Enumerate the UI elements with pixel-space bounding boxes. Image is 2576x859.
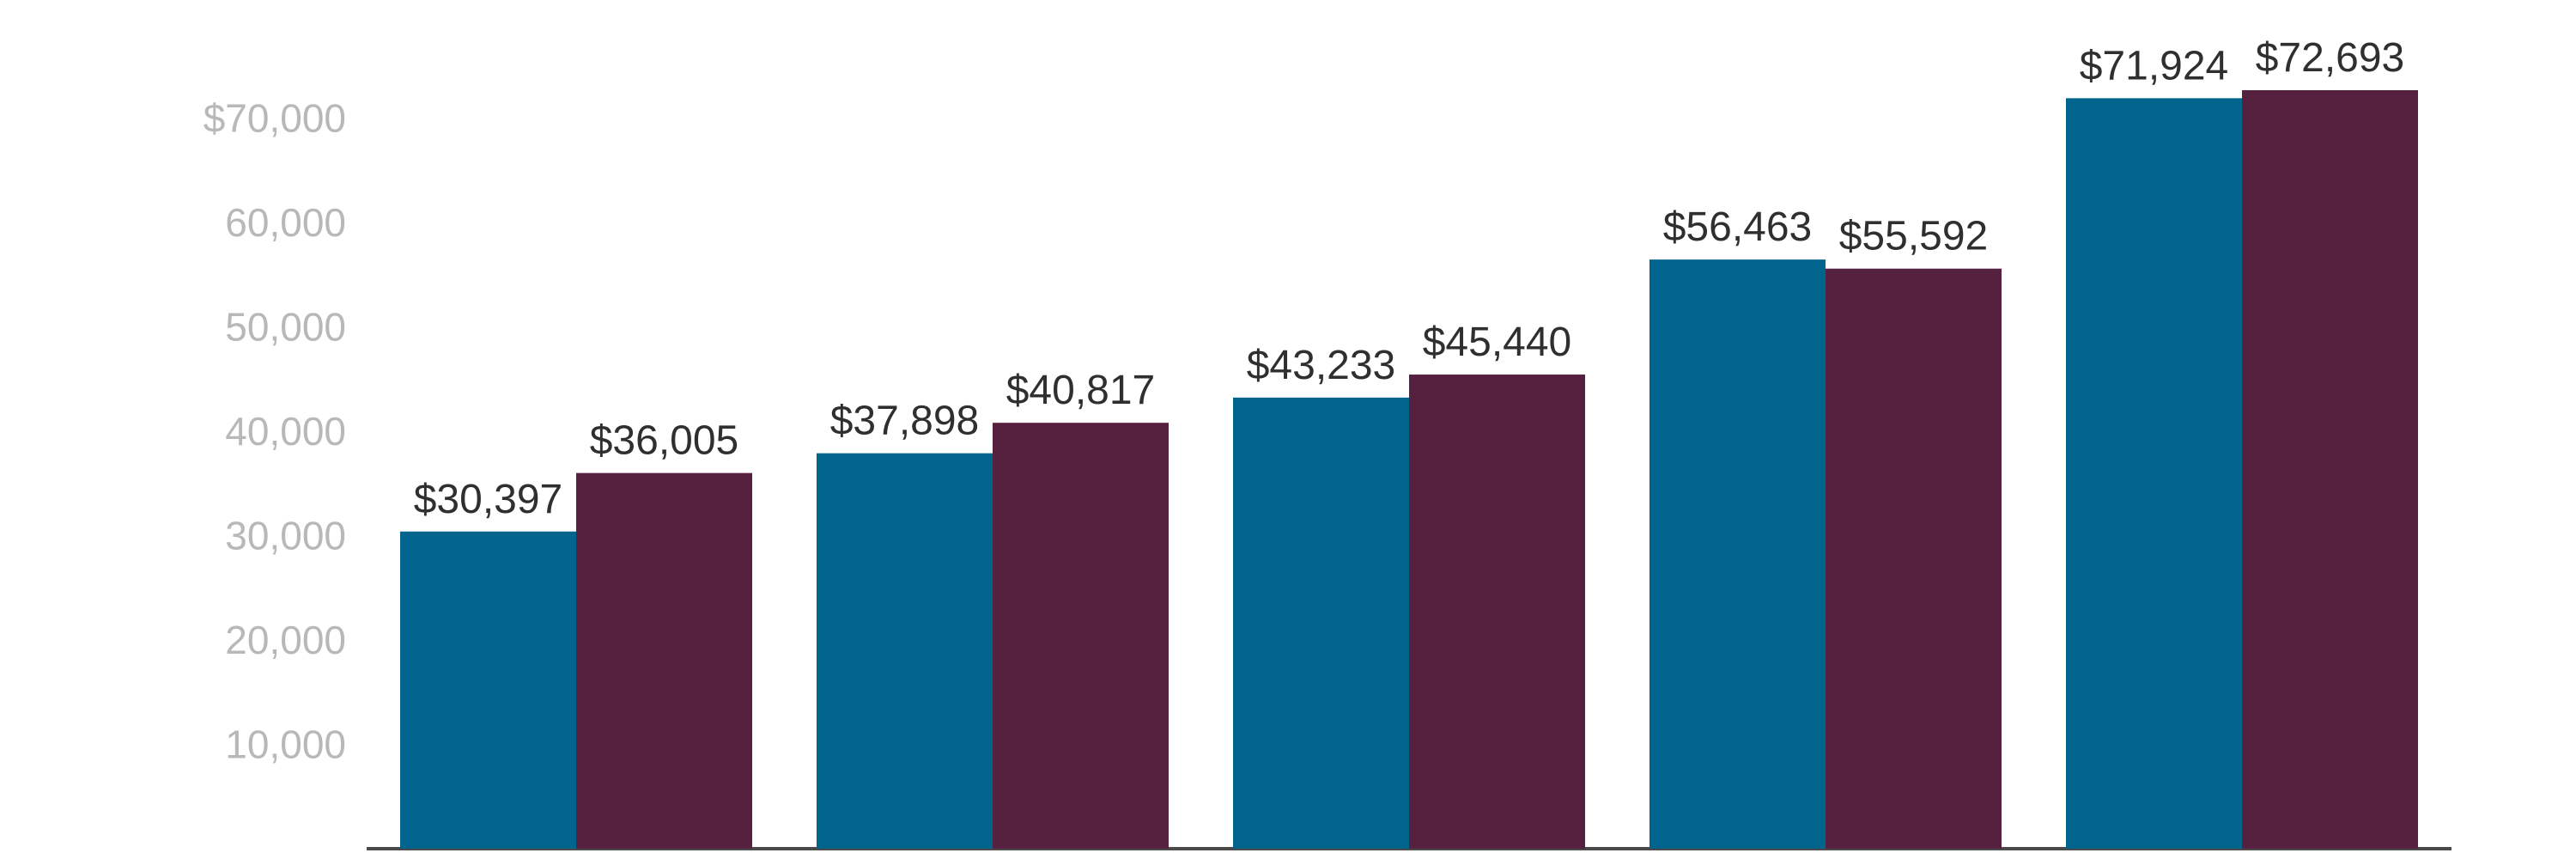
- y-tick-label: 40,000: [225, 409, 346, 454]
- y-tick-label: 20,000: [225, 618, 346, 662]
- data-label-series-1-group-2: $37,898: [830, 399, 980, 444]
- y-tick-label: $70,000: [204, 96, 346, 141]
- y-tick-label: 60,000: [225, 200, 346, 245]
- y-tick-label: 30,000: [225, 514, 346, 558]
- data-label-series-2-group-3: $45,440: [1423, 320, 1572, 365]
- bar-series-1-group-1: [400, 531, 576, 849]
- data-label-series-2-group-4: $55,592: [1839, 214, 1989, 259]
- data-label-series-1-group-5: $71,924: [2080, 43, 2229, 88]
- data-label-series-2-group-5: $72,693: [2256, 35, 2405, 81]
- bar-series-1-group-4: [1649, 259, 1826, 849]
- y-tick-label: 50,000: [225, 305, 346, 350]
- data-label-series-1-group-4: $56,463: [1663, 204, 1813, 250]
- data-label-series-1-group-3: $43,233: [1247, 343, 1396, 388]
- y-tick-label: 10,000: [225, 722, 346, 767]
- data-label-series-1-group-1: $30,397: [414, 477, 563, 522]
- bar-series-2-group-3: [1409, 375, 1585, 849]
- bar-series-1-group-5: [2066, 98, 2242, 850]
- data-label-series-2-group-1: $36,005: [590, 418, 739, 464]
- bar-series-2-group-4: [1826, 268, 2002, 849]
- bar-series-2-group-5: [2242, 90, 2418, 849]
- bar-series-1-group-2: [817, 453, 993, 849]
- bar-series-2-group-2: [993, 423, 1169, 849]
- data-label-series-2-group-2: $40,817: [1006, 368, 1156, 413]
- bar-series-1-group-3: [1233, 397, 1409, 849]
- bar-series-2-group-1: [576, 472, 752, 849]
